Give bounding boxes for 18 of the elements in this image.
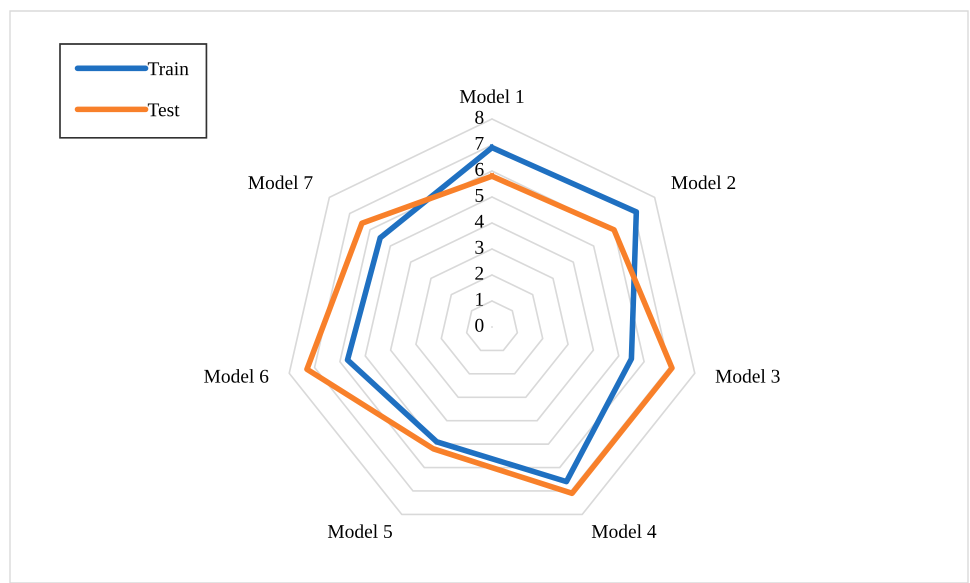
y-tick-label: 1 bbox=[476, 292, 484, 306]
legend-label: Test bbox=[148, 103, 180, 116]
y-tick-label: 8 bbox=[475, 110, 484, 124]
y-tick-label: 2 bbox=[475, 266, 484, 280]
spoke-label: Model 6 bbox=[204, 369, 268, 383]
spoke-label: Model 1 bbox=[460, 89, 524, 104]
spoke-label: Model 5 bbox=[328, 524, 392, 538]
y-tick-label: 4 bbox=[474, 214, 484, 228]
y-tick-label: 3 bbox=[475, 240, 484, 254]
spoke-label: Model 3 bbox=[716, 369, 780, 383]
y-tick-label: 0 bbox=[475, 318, 484, 332]
y-tick-label: 6 bbox=[475, 162, 484, 176]
spoke-label: Model 2 bbox=[671, 176, 736, 190]
spoke-label: Model 7 bbox=[248, 176, 313, 190]
spoke-label: Model 4 bbox=[592, 524, 656, 538]
y-tick-label: 7 bbox=[476, 136, 484, 150]
legend-label: Train bbox=[148, 62, 189, 76]
y-tick-label: 5 bbox=[476, 188, 484, 202]
